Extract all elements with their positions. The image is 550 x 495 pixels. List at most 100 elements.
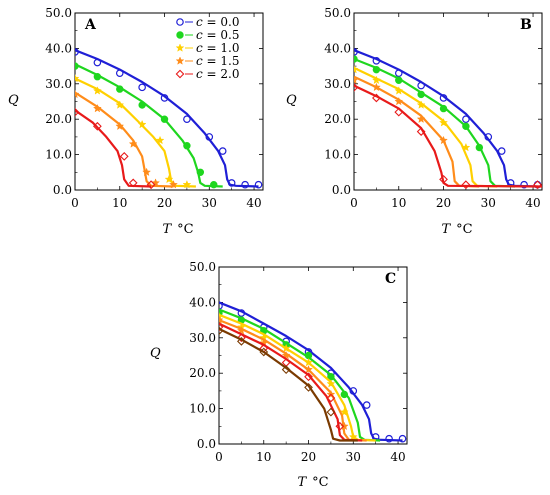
y-tick-label: 30.0 — [324, 77, 351, 91]
y-tick-label: 40.0 — [324, 41, 351, 55]
panel-label: A — [84, 17, 97, 33]
y-tick-label: 30.0 — [189, 331, 216, 345]
series-line — [354, 75, 480, 188]
diamond-marker — [439, 175, 448, 184]
y-tick-label: 0.0 — [197, 437, 216, 451]
y-tick-label: 40.0 — [45, 41, 72, 55]
star-marker — [394, 86, 404, 95]
circle-marker — [354, 48, 358, 56]
star-marker — [75, 89, 80, 99]
diamond-marker — [237, 333, 246, 343]
star-marker — [92, 86, 102, 95]
star-marker — [92, 103, 102, 113]
legend-circle-marker — [176, 18, 184, 26]
star-marker — [281, 350, 291, 360]
y-tick-label: 10.0 — [324, 148, 351, 162]
star-marker — [326, 379, 336, 388]
x-axis-label: T °C — [441, 222, 472, 237]
star-marker — [115, 121, 125, 131]
x-tick-label: 20 — [157, 196, 172, 210]
y-tick-label: 50.0 — [324, 6, 351, 20]
y-tick-label: 20.0 — [189, 366, 216, 380]
x-tick-label: 20 — [436, 196, 451, 210]
x-tick-label: 0 — [215, 450, 223, 464]
star-marker — [169, 179, 178, 189]
circle-marker — [138, 83, 146, 92]
chart-panel-b: 0 10 20 30 40 0.0 10.0 20.0 30.0 40.0 50.0 T °C Q B — [286, 6, 543, 237]
dot-marker — [210, 180, 218, 189]
series-line — [75, 91, 174, 188]
diamond-marker — [93, 121, 102, 131]
diamond-marker — [304, 372, 313, 382]
dot-marker — [196, 168, 205, 177]
series-line — [75, 63, 223, 188]
star-marker — [348, 432, 358, 441]
star-marker — [439, 118, 448, 127]
circle-marker — [462, 115, 470, 124]
x-axis-label: T °C — [162, 222, 193, 237]
star-marker — [236, 326, 246, 335]
circle-marker — [520, 180, 528, 189]
diamond-marker — [335, 421, 345, 431]
star-marker — [164, 174, 174, 184]
y-tick-label: 0.0 — [332, 183, 351, 197]
y-axis-label: Q — [8, 93, 19, 108]
diamond-marker — [219, 322, 224, 332]
star-marker — [142, 167, 152, 177]
y-tick-label: 10.0 — [45, 148, 72, 162]
series-group — [354, 48, 542, 190]
x-tick-label: 10 — [112, 196, 127, 210]
series-line — [354, 66, 498, 188]
legend-star-marker — [175, 43, 185, 52]
star-marker — [137, 119, 147, 129]
legend-entry: c = 0.0 — [196, 15, 240, 29]
circle-marker — [227, 179, 236, 187]
series-line — [219, 322, 363, 442]
dot-marker — [439, 104, 448, 113]
diamond-marker — [416, 127, 426, 136]
plot-frame — [218, 266, 408, 445]
diamond-marker — [326, 407, 336, 417]
circle-marker — [385, 434, 393, 443]
series-group — [75, 48, 263, 190]
series-line — [219, 319, 367, 442]
y-tick-label: 30.0 — [45, 77, 72, 91]
diamond-marker — [461, 180, 471, 190]
diamond-marker — [372, 93, 381, 103]
star-marker — [394, 96, 404, 106]
dot-marker — [75, 62, 79, 70]
legend-entry: c = 2.0 — [196, 67, 240, 81]
legend-entry: c = 1.0 — [196, 41, 240, 55]
circle-marker — [484, 133, 493, 141]
x-tick-label: 20 — [301, 450, 316, 464]
star-marker — [304, 357, 313, 367]
series-line — [219, 327, 358, 442]
x-tick-label: 30 — [346, 450, 361, 464]
star-marker — [75, 73, 80, 83]
diamond-marker — [146, 180, 156, 190]
dot-marker — [183, 142, 191, 150]
dot-marker — [138, 101, 146, 109]
circle-marker — [254, 180, 263, 189]
dot-marker — [395, 76, 403, 84]
circle-marker — [218, 147, 227, 155]
legend: c = 0.0c = 0.5c = 1.0c = 1.5c = 2.0 — [175, 15, 240, 81]
y-tick-label: 50.0 — [189, 260, 216, 274]
star-marker — [304, 364, 313, 374]
plot-frame — [353, 12, 543, 191]
star-marker — [182, 179, 192, 189]
dot-marker — [475, 143, 484, 152]
circle-marker — [241, 180, 249, 189]
y-tick-label: 50.0 — [45, 6, 72, 20]
star-marker — [416, 114, 426, 124]
diamond-marker — [533, 180, 542, 190]
dot-marker — [354, 55, 358, 63]
dot-marker — [372, 65, 381, 74]
star-marker — [371, 75, 381, 85]
x-tick-label: 10 — [256, 450, 271, 464]
diamond-marker — [259, 347, 269, 357]
x-tick-label: 10 — [391, 196, 406, 210]
circle-marker — [439, 94, 448, 102]
y-axis-label: Q — [150, 346, 161, 361]
dot-marker — [304, 351, 313, 360]
